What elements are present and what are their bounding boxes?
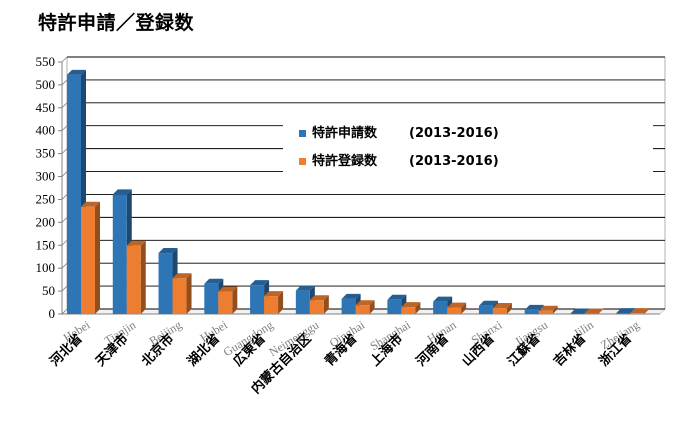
bar-registration <box>492 308 507 314</box>
bar-registration-top <box>492 303 512 309</box>
bar-registration <box>401 307 416 314</box>
bar-registration <box>172 278 187 314</box>
bar-registration-top <box>447 302 467 308</box>
bar-registration-top <box>538 305 558 311</box>
bar-registration-side <box>95 201 100 314</box>
y-tick-label: 500 <box>36 77 56 92</box>
gridline-depth <box>61 217 68 223</box>
y-tick-label: 400 <box>36 123 56 138</box>
bar-registration-side <box>644 308 650 314</box>
legend-swatch <box>299 130 306 137</box>
bar-registration-top <box>401 302 421 308</box>
bar-registration-side <box>186 273 192 314</box>
bar-registration-top <box>584 308 604 314</box>
bar-registration <box>309 300 324 314</box>
gridline-depth <box>61 125 68 132</box>
bar-application-top <box>250 280 270 286</box>
bar-application <box>433 301 448 314</box>
bar-registration <box>126 245 141 314</box>
gridline-depth <box>61 285 68 292</box>
bar-registration-side <box>461 302 467 314</box>
gridline-depth <box>61 239 68 246</box>
y-tick-label: 250 <box>36 191 56 206</box>
bar-registration-side <box>506 303 512 314</box>
y-tick-label: 200 <box>36 214 56 229</box>
bar-registration <box>218 291 233 314</box>
legend-period: (2013-2016) <box>409 154 499 169</box>
legend-box <box>283 122 653 178</box>
gridline-depth <box>61 171 68 177</box>
bar-registration-top <box>172 273 192 279</box>
bar-registration <box>264 296 279 314</box>
bar-registration-top <box>218 286 238 292</box>
bar-registration-side <box>415 302 421 314</box>
bar-registration-top <box>355 300 375 306</box>
y-tick-label: 0 <box>49 306 56 321</box>
bar-registration-side <box>140 240 146 314</box>
page-title: 特許申請／登録数 <box>38 12 195 34</box>
bar-registration-side <box>278 291 284 314</box>
bar-registration-side <box>232 286 238 314</box>
gridline-depth <box>61 262 68 269</box>
legend-swatch <box>299 158 306 165</box>
bar-application <box>204 283 219 314</box>
legend-label: 特許登録数 <box>312 153 378 169</box>
bar-application-top <box>433 296 453 302</box>
y-tick-label: 50 <box>42 283 55 298</box>
bar-registration-side <box>598 308 604 314</box>
bar-application <box>524 309 539 314</box>
bar-registration-side <box>369 300 375 314</box>
gridline-depth <box>61 308 68 315</box>
bar-registration <box>538 310 553 314</box>
bar-registration-top <box>630 308 650 314</box>
y-tick-label: 350 <box>36 146 56 161</box>
bar-application-top <box>204 278 224 284</box>
bar-registration-top <box>126 240 146 246</box>
gridline-depth <box>61 102 68 109</box>
bar-registration-top <box>81 201 100 207</box>
bar-application <box>387 299 402 314</box>
bar-application-top <box>478 300 498 306</box>
x-label-japanese: 吉林省 <box>550 331 589 370</box>
bar-application-top <box>67 69 86 75</box>
bar-registration-side <box>552 305 558 314</box>
bar-application-top <box>570 308 590 314</box>
bar-application <box>67 74 81 314</box>
bar-registration-top <box>264 291 284 297</box>
gridline-depth <box>61 194 68 200</box>
bar-application <box>112 194 127 314</box>
y-tick-label: 450 <box>36 100 56 115</box>
bar-registration <box>447 307 462 314</box>
gridline-depth <box>61 79 68 86</box>
bar-application <box>616 313 631 314</box>
bar-application <box>478 305 493 314</box>
bar-application <box>341 298 356 314</box>
bar-registration <box>81 206 95 314</box>
bar-application-top <box>387 294 407 300</box>
gridline-depth <box>61 56 68 63</box>
y-tick-label: 550 <box>36 54 56 69</box>
bar-application-top <box>158 248 178 254</box>
gridline-depth <box>61 148 68 154</box>
bar-application <box>295 290 310 314</box>
bar-application <box>158 253 173 314</box>
bar-application <box>250 285 265 314</box>
y-tick-label: 300 <box>36 169 56 184</box>
legend-period: (2013-2016) <box>409 126 499 141</box>
y-tick-label: 150 <box>36 237 56 252</box>
bar-application-top <box>295 285 315 291</box>
legend-label: 特許申請数 <box>312 125 378 141</box>
bar-registration-side <box>323 295 329 314</box>
bar-application-top <box>341 293 361 299</box>
bar-application-top <box>616 308 636 314</box>
bar-registration <box>355 305 370 314</box>
bar-application-top <box>524 304 544 310</box>
bar-application-top <box>112 189 132 195</box>
y-tick-label: 100 <box>36 260 56 275</box>
bar-registration-top <box>309 295 329 301</box>
bar-registration <box>630 313 645 314</box>
